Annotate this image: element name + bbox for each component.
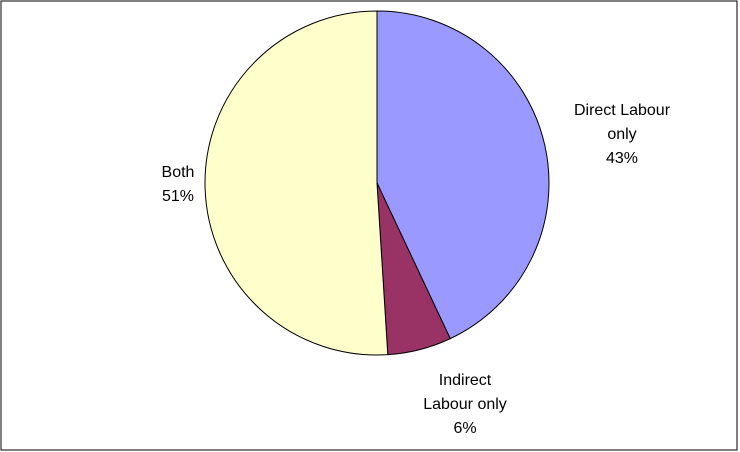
- slice-label: Indirect Labour only 6%: [415, 369, 515, 441]
- pie-slice: [376, 10, 550, 340]
- value-label: 6%: [453, 420, 477, 437]
- pie-slice: [204, 10, 389, 356]
- slice-label: Direct Labour only 43%: [560, 99, 685, 171]
- category-label: Indirect Labour only: [423, 372, 507, 413]
- slice-label: Both 51%: [116, 161, 241, 209]
- value-label: 51%: [161, 188, 195, 205]
- category-label: Direct Labour only: [573, 102, 671, 143]
- category-label: Both: [161, 164, 195, 181]
- value-label: 43%: [605, 150, 639, 167]
